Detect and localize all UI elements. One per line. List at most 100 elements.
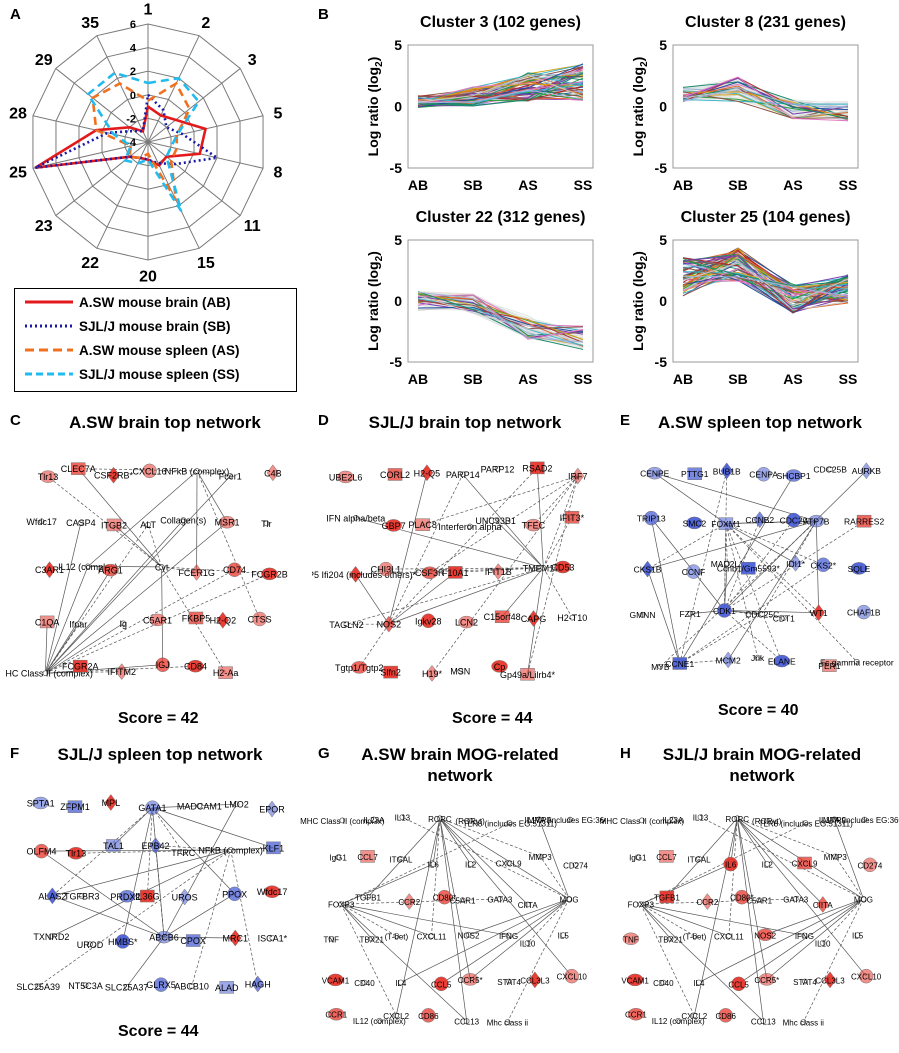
- network-edge: [647, 568, 681, 664]
- network-edge: [439, 818, 471, 980]
- network-edge: [45, 519, 184, 674]
- network-node-shape: [622, 932, 640, 946]
- network-node-label: CCL5: [728, 980, 749, 989]
- network-edge: [439, 818, 468, 1022]
- cluster-title: Cluster 22 (312 genes): [416, 209, 586, 226]
- network-node-label: H2-Q2: [210, 616, 237, 626]
- cluster-xtick: AS: [518, 177, 537, 193]
- network-edge: [543, 475, 579, 568]
- cluster-gene-line: [682, 81, 849, 111]
- cluster-gene-line: [682, 276, 849, 297]
- cluster-ytick: 5: [394, 37, 402, 53]
- cluster-plot-frame: [407, 44, 594, 169]
- network-node-label: Cyt: [155, 562, 169, 572]
- network-node-label: CD274: [563, 861, 588, 870]
- cluster-ytick: 0: [394, 293, 402, 309]
- network-node-shape: [686, 564, 701, 579]
- network-node-shape: [797, 856, 812, 870]
- network-node-label: IL5: [558, 932, 570, 941]
- network-node-label: MHC Class II (complex): [600, 817, 685, 826]
- network-edge: [388, 567, 544, 625]
- cluster-xtick: SB: [463, 371, 482, 387]
- network-node-shape: [70, 462, 86, 475]
- network-edge: [737, 818, 867, 977]
- network-edge: [152, 807, 274, 849]
- network-node-label: CSF2RB*: [94, 471, 134, 481]
- network-node-shape: [506, 978, 512, 985]
- network-node-label: IL12 (complex): [353, 1017, 406, 1026]
- network-node-shape: [361, 979, 368, 986]
- network-node-label: IFIT1B: [485, 567, 512, 577]
- network-node-label: CCR2: [696, 898, 718, 907]
- network-node-label: C5AR1: [450, 897, 476, 906]
- network-node-label: PRDX2*: [110, 892, 144, 902]
- network-node-label: CCL5: [431, 980, 452, 989]
- panel-label-c: C: [10, 412, 21, 429]
- cluster-gene-line: [417, 299, 584, 344]
- network-node-label: STAT4: [497, 978, 521, 987]
- radar-spoke: [32, 115, 149, 143]
- radar-axis-label: 8: [274, 165, 283, 182]
- network-node-shape: [644, 510, 659, 526]
- network-node-shape: [227, 473, 234, 479]
- network-edge: [163, 804, 237, 938]
- network-node-label: TBX21: [359, 935, 384, 944]
- network-edge: [340, 904, 397, 1016]
- network-node-label: FCGR2A: [62, 662, 99, 672]
- network-node-shape: [819, 940, 826, 946]
- cluster-gene-line: [417, 89, 584, 104]
- network-node-shape: [808, 514, 825, 528]
- network-node-label: HMBS*: [108, 937, 138, 947]
- cluster-gene-line: [682, 87, 849, 109]
- network-node-shape: [402, 893, 416, 910]
- network-node-shape: [763, 817, 770, 824]
- network-node-shape: [800, 1019, 807, 1025]
- network-node-shape: [327, 973, 344, 987]
- network-edge: [431, 475, 579, 674]
- legend-item-ss: SJL/J mouse spleen (SS): [25, 363, 240, 385]
- network-node-shape: [696, 979, 702, 986]
- network-node-shape: [687, 467, 702, 480]
- network-node-label: MYB: [651, 662, 670, 672]
- network-node-shape: [827, 466, 834, 473]
- cluster-gene-line: [417, 72, 584, 107]
- network-edge: [341, 863, 434, 905]
- network-node-shape: [802, 820, 809, 826]
- network-node-shape: [567, 816, 573, 823]
- network-edge: [87, 470, 198, 567]
- network-edge: [495, 520, 544, 569]
- network-node-shape: [660, 979, 667, 986]
- network-edge: [422, 475, 578, 526]
- network-node-shape: [467, 817, 473, 824]
- network-node-label: (RORγt): [752, 817, 782, 826]
- network-edge: [725, 523, 796, 564]
- network-node-shape: [349, 565, 362, 583]
- network-node-shape: [491, 660, 508, 673]
- network-node-label: IL17A (includes EG:3605): [819, 816, 899, 825]
- network-node-shape: [701, 893, 714, 910]
- network-edge: [439, 818, 528, 905]
- cluster-xtick: AB: [673, 371, 693, 387]
- network-node-label: IL4: [693, 979, 705, 988]
- network-node-label: FZR1: [679, 609, 701, 619]
- network-d-score: Score = 44: [452, 710, 533, 727]
- network-node-shape: [536, 816, 543, 823]
- network-edge: [468, 898, 570, 936]
- network-edge: [507, 898, 570, 1023]
- network-node-label: GBP5 Ifi204 (includes others)*: [312, 570, 417, 580]
- network-node-shape: [854, 932, 861, 938]
- network-node-shape: [626, 973, 644, 987]
- network-node-label: SLC25A39: [16, 982, 60, 992]
- network-node-shape: [525, 518, 542, 532]
- radar-axis-label: 28: [9, 105, 27, 122]
- network-node-shape: [328, 1007, 345, 1021]
- legend-swatch-as: [25, 348, 73, 352]
- network-g-title: A.SW brain MOG-related: [361, 745, 559, 764]
- network-node-shape: [524, 901, 531, 908]
- network-node-label: C4B: [264, 468, 282, 478]
- network-edge: [737, 817, 836, 857]
- network-node-label: CCR2: [398, 898, 420, 907]
- panel-label-b: B: [318, 6, 329, 23]
- network-node-shape: [789, 554, 802, 572]
- network-node-label: CD40: [653, 979, 674, 988]
